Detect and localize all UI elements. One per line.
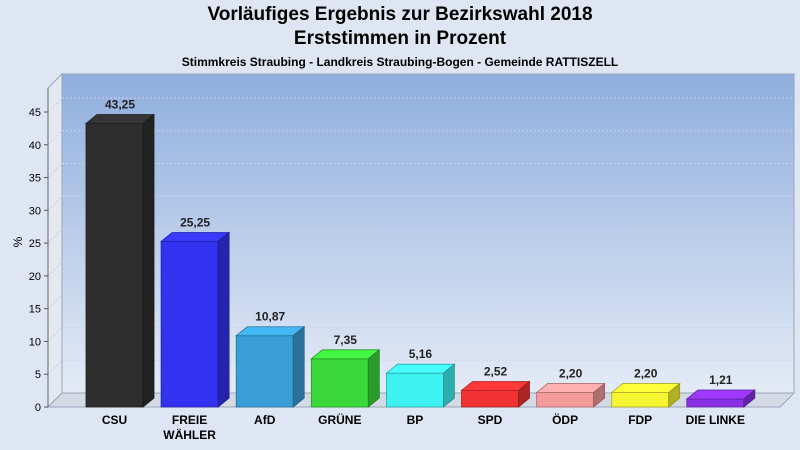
gridline-diag <box>47 195 63 211</box>
bar-value-label: 2,52 <box>484 364 508 378</box>
plot-left-wall <box>47 72 63 409</box>
y-tick-label: 25 <box>29 238 41 250</box>
x-tick-label: FDP <box>628 413 652 427</box>
bar-top <box>84 114 156 124</box>
x-tick-label: CSU <box>102 413 127 427</box>
bar-front <box>686 398 745 408</box>
y-tick-label: 40 <box>29 140 41 152</box>
chart-subtitle: Stimmkreis Straubing - Landkreis Straubi… <box>181 55 619 69</box>
bar-top <box>159 232 231 242</box>
x-tick-label: ÖDP <box>552 412 578 427</box>
bar-front <box>160 241 219 408</box>
gridline-diag <box>47 294 63 310</box>
gridline-diag <box>47 261 63 277</box>
gridline-diag <box>47 130 63 146</box>
y-tick-label: 0 <box>35 402 41 414</box>
bar-csu <box>84 113 156 408</box>
bar-front <box>85 123 144 408</box>
bar-side <box>593 382 605 408</box>
gridline-diag <box>47 97 63 113</box>
y-tick-label: 30 <box>29 205 41 217</box>
bar-side <box>668 382 681 408</box>
bar-top <box>610 383 681 393</box>
bar-side <box>518 380 530 408</box>
chart-subtitle-line: Erststimmen in Prozent <box>293 28 507 49</box>
y-tick-label: 15 <box>29 304 41 316</box>
bar-bp <box>385 363 456 408</box>
gridline-diag <box>47 359 63 375</box>
x-tick-label: GRÜNE <box>318 412 361 427</box>
bar-top <box>385 363 456 374</box>
bar-top <box>235 326 306 337</box>
y-tick-label: 5 <box>35 369 41 381</box>
bar-front <box>385 372 444 408</box>
bar-value-label: 2,20 <box>559 367 583 381</box>
x-tick-label: BP <box>407 413 424 427</box>
bar-value-label: 1,21 <box>709 373 733 387</box>
bar-side <box>292 325 305 408</box>
y-tick-label: 35 <box>29 173 41 185</box>
bar-die-linke <box>685 389 756 408</box>
bar-front <box>536 392 594 408</box>
bar-freie-wähler <box>159 231 231 408</box>
gridline-diag <box>47 228 63 244</box>
bar-value-label: 10,87 <box>255 310 285 324</box>
x-tick-label: AfD <box>254 413 276 427</box>
bar-top <box>460 381 531 391</box>
bar-top <box>310 349 381 360</box>
bar-front <box>461 390 519 408</box>
bar-ödp <box>535 382 606 408</box>
bar-value-label: 7,35 <box>334 333 358 347</box>
y-tick-label: 10 <box>29 336 41 348</box>
y-axis-title: % <box>11 236 25 247</box>
gridline-diag <box>47 327 63 342</box>
x-tick-label: FREIE WÄHLER <box>163 413 216 442</box>
chart-title: Vorläufiges Ergebnis zur Bezirkswahl 201… <box>207 4 593 25</box>
bar-value-label: 5,16 <box>409 347 433 361</box>
x-tick-label: DIE LINKE <box>686 413 745 427</box>
bar-top <box>535 383 606 393</box>
bar-side <box>142 113 155 408</box>
bar-spd <box>460 380 531 408</box>
bar-side <box>743 389 756 408</box>
bar-value-label: 43,25 <box>105 97 135 111</box>
bar-front <box>310 358 369 408</box>
bar-afd <box>235 325 306 408</box>
bar-side <box>217 231 230 408</box>
bar-top <box>685 389 756 400</box>
bar-front <box>611 392 670 408</box>
bar-front <box>235 335 294 408</box>
bar-fdp <box>610 382 681 408</box>
y-tick-label: 20 <box>29 271 41 283</box>
y-tick-label: 45 <box>29 107 41 119</box>
bar-side <box>442 363 455 408</box>
gridline-diag <box>47 163 63 178</box>
bar-side <box>367 348 380 408</box>
bar-value-label: 2,20 <box>634 367 658 381</box>
bar-grüne <box>310 348 381 408</box>
x-tick-label: SPD <box>478 413 503 427</box>
bar-value-label: 25,25 <box>180 215 210 229</box>
